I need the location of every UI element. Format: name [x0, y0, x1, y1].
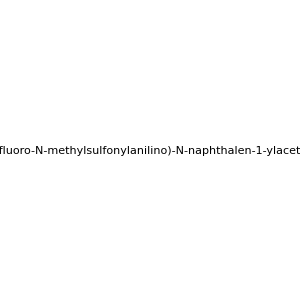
Text: 2-(2-fluoro-N-methylsulfonylanilino)-N-naphthalen-1-ylacetamide: 2-(2-fluoro-N-methylsulfonylanilino)-N-n…: [0, 146, 300, 157]
